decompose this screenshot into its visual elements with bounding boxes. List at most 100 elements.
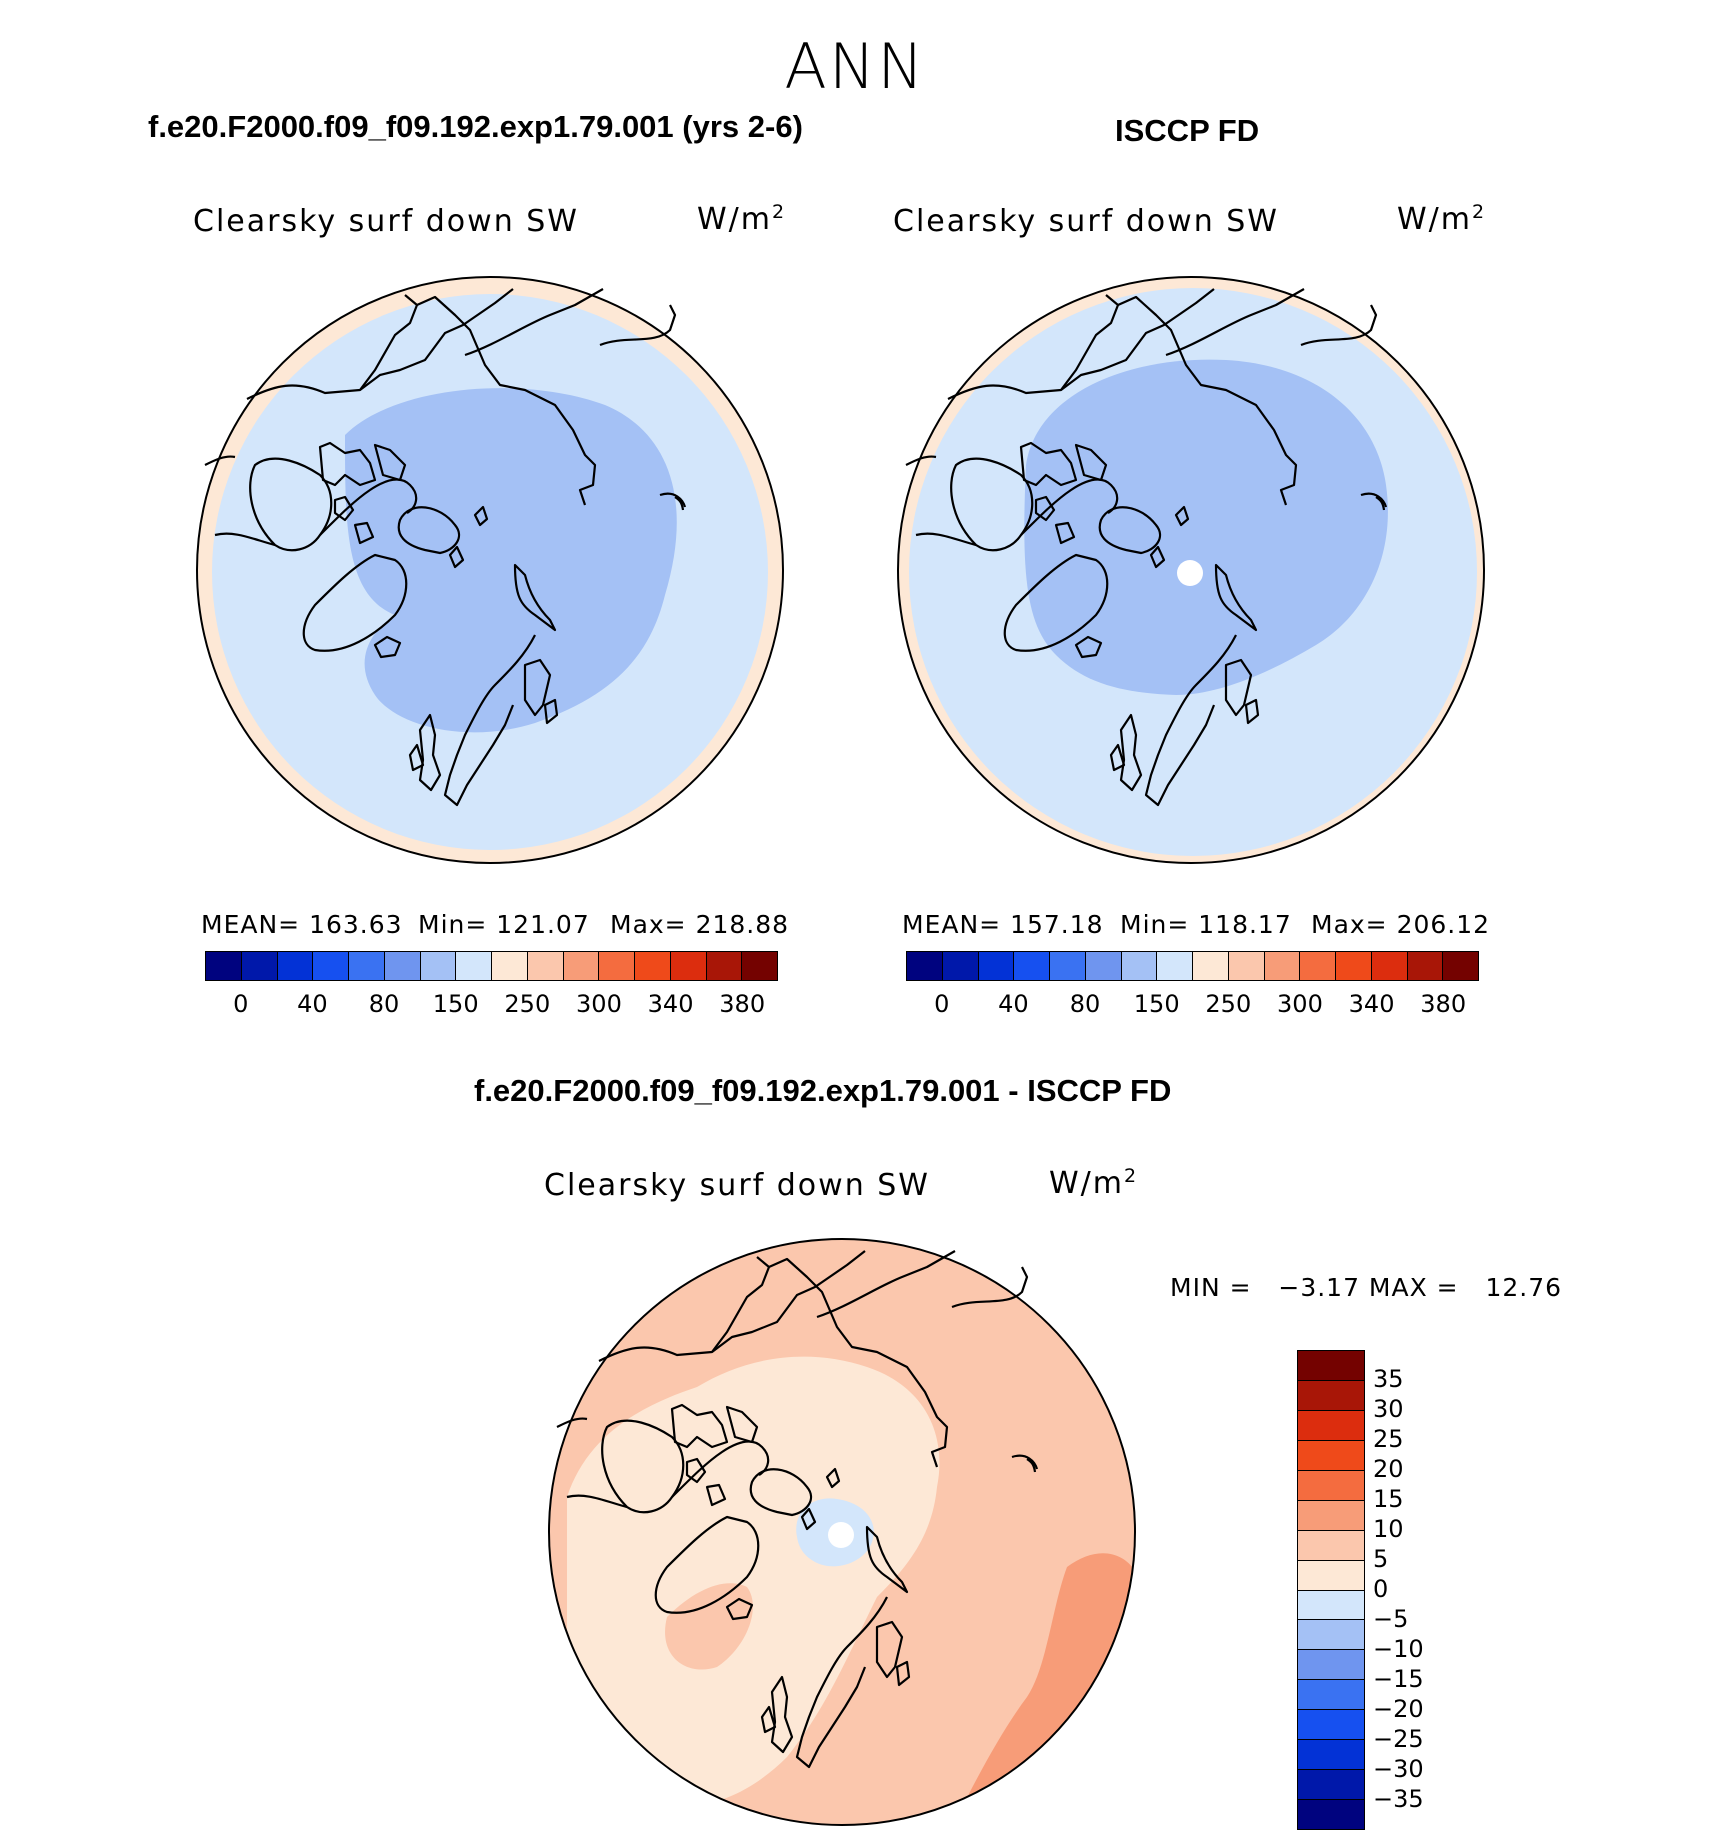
diff-colorbar — [1297, 1350, 1365, 1830]
obs-colorbar-swatch — [1300, 952, 1336, 980]
diff-polar-map — [548, 1238, 1136, 1826]
diff-colorbar-swatch — [1298, 1560, 1364, 1591]
diff-colorbar-swatch — [1298, 1800, 1364, 1829]
model-colorbar — [205, 951, 778, 981]
diff-colorbar-swatch — [1298, 1440, 1364, 1471]
model-colorbar-tick-label: 40 — [297, 990, 328, 1018]
diff-minmax-text: MIN = −3.17 MAX = 12.76 — [1170, 1273, 1563, 1302]
diff-colorbar-swatch — [1298, 1710, 1364, 1741]
obs-colorbar-swatch — [1407, 952, 1444, 980]
diff-colorbar-tick-label: 0 — [1373, 1575, 1389, 1603]
model-mean-text: MEAN= 163.63 — [201, 910, 403, 939]
model-colorbar-tick-label: 250 — [504, 990, 551, 1018]
diff-colorbar-tick-label: −35 — [1373, 1785, 1424, 1813]
model-min-text: Min= 121.07 — [418, 910, 590, 939]
obs-colorbar-swatch — [1121, 952, 1158, 980]
model-colorbar-tick-label: 380 — [719, 990, 766, 1018]
diff-colorbar-swatch — [1298, 1590, 1364, 1621]
obs-colorbar-swatch — [942, 952, 979, 980]
obs-colorbar-tick-label: 340 — [1348, 990, 1395, 1018]
obs-polar-map — [897, 276, 1485, 864]
model-colorbar-swatch — [420, 952, 457, 980]
obs-colorbar-swatch — [978, 952, 1015, 980]
diff-colorbar-tick-label: 10 — [1373, 1515, 1404, 1543]
obs-colorbar-tick-label: 250 — [1205, 990, 1252, 1018]
model-colorbar-swatch — [277, 952, 314, 980]
diff-colorbar-swatch — [1298, 1650, 1364, 1681]
diff-field-band-5 — [567, 1356, 940, 1805]
model-variable-label: Clearsky surf down SW — [193, 204, 579, 239]
diff-colorbar-swatch — [1298, 1770, 1364, 1801]
model-colorbar-swatch — [527, 952, 564, 980]
model-colorbar-swatch — [349, 952, 385, 980]
obs-colorbar-swatch — [1264, 952, 1301, 980]
model-colorbar-swatch — [706, 952, 743, 980]
obs-colorbar-swatch — [1014, 952, 1050, 980]
model-colorbar-swatch — [241, 952, 278, 980]
obs-colorbar — [906, 951, 1479, 981]
model-units-label: W/m2 — [697, 201, 787, 237]
model-colorbar-tick-label: 150 — [432, 990, 479, 1018]
model-max-text: Max= 218.88 — [610, 910, 790, 939]
obs-colorbar-swatch — [1443, 952, 1478, 980]
obs-missing-pole — [1177, 560, 1203, 586]
model-colorbar-swatch — [206, 952, 242, 980]
model-case-title: f.e20.F2000.f09_f09.192.exp1.79.001 (yrs… — [148, 109, 803, 144]
obs-colorbar-swatch — [1157, 952, 1193, 980]
model-polar-map — [196, 276, 784, 864]
model-colorbar-swatch — [635, 952, 671, 980]
obs-colorbar-tick-label: 300 — [1277, 990, 1323, 1018]
obs-colorbar-tick-label: 80 — [1069, 990, 1101, 1018]
obs-colorbar-tick-label: 150 — [1133, 990, 1180, 1018]
obs-colorbar-swatch — [1193, 952, 1229, 980]
model-colorbar-tick-label: 0 — [233, 990, 249, 1018]
obs-max-text: Max= 206.12 — [1311, 910, 1491, 939]
obs-colorbar-swatch — [907, 952, 943, 980]
obs-colorbar-tick-label: 40 — [998, 990, 1029, 1018]
diff-colorbar-swatch — [1298, 1500, 1364, 1531]
model-colorbar-tick-label: 80 — [368, 990, 400, 1018]
diff-colorbar-tick-label: 30 — [1373, 1395, 1404, 1423]
diff-colorbar-tick-label: −10 — [1373, 1635, 1424, 1663]
season-title: ANN — [784, 30, 926, 103]
model-colorbar-swatch — [742, 952, 777, 980]
diff-colorbar-tick-label: −25 — [1373, 1725, 1424, 1753]
obs-case-title: ISCCP FD — [1115, 113, 1260, 148]
obs-mean-text: MEAN= 157.18 — [902, 910, 1104, 939]
diff-colorbar-tick-label: 20 — [1373, 1455, 1404, 1483]
diff-colorbar-tick-label: 25 — [1373, 1425, 1404, 1453]
diff-colorbar-tick-label: −15 — [1373, 1665, 1424, 1693]
diff-colorbar-swatch — [1298, 1680, 1364, 1711]
obs-colorbar-tick-label: 0 — [934, 990, 950, 1018]
diff-colorbar-swatch — [1298, 1380, 1364, 1411]
diff-colorbar-swatch — [1298, 1410, 1364, 1441]
model-colorbar-tick-label: 340 — [647, 990, 694, 1018]
model-colorbar-swatch — [599, 952, 635, 980]
obs-colorbar-tick-label: 380 — [1420, 990, 1467, 1018]
obs-variable-label: Clearsky surf down SW — [893, 204, 1279, 239]
diff-colorbar-tick-label: 5 — [1373, 1545, 1389, 1573]
diff-coastlines — [556, 1250, 1039, 1769]
obs-colorbar-swatch — [1371, 952, 1408, 980]
model-colorbar-swatch — [456, 952, 492, 980]
diff-colorbar-swatch — [1298, 1740, 1364, 1771]
diff-variable-label: Clearsky surf down SW — [544, 1168, 930, 1203]
diff-colorbar-tick-label: −5 — [1373, 1605, 1409, 1633]
diff-colorbar-tick-label: −20 — [1373, 1695, 1424, 1723]
obs-min-text: Min= 118.17 — [1120, 910, 1292, 939]
diff-units-label: W/m2 — [1049, 1165, 1139, 1201]
diff-colorbar-swatch — [1298, 1470, 1364, 1501]
obs-colorbar-swatch — [1050, 952, 1086, 980]
model-colorbar-swatch — [384, 952, 421, 980]
obs-colorbar-swatch — [1085, 952, 1122, 980]
model-colorbar-swatch — [563, 952, 600, 980]
model-colorbar-swatch — [670, 952, 707, 980]
model-colorbar-tick-label: 300 — [576, 990, 622, 1018]
model-colorbar-swatch — [313, 952, 349, 980]
diff-colorbar-swatch — [1298, 1530, 1364, 1561]
diff-colorbar-swatch — [1298, 1351, 1364, 1381]
obs-units-label: W/m2 — [1397, 201, 1487, 237]
obs-colorbar-swatch — [1336, 952, 1372, 980]
diff-colorbar-tick-label: 15 — [1373, 1485, 1404, 1513]
diff-colorbar-tick-label: 35 — [1373, 1365, 1404, 1393]
